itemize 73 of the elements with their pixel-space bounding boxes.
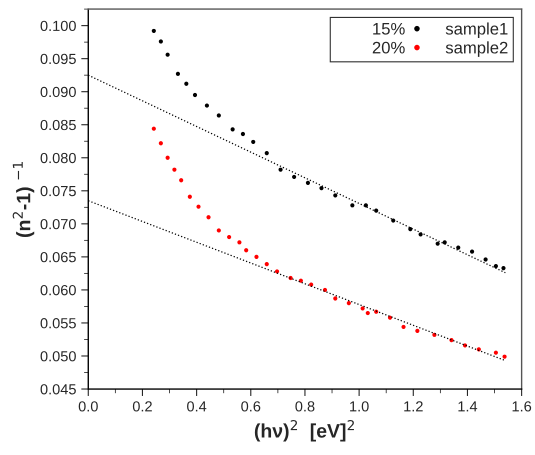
y-tick-label: 0.060 <box>40 285 76 296</box>
annotation: 15% <box>373 22 405 35</box>
point <box>292 174 296 180</box>
point <box>333 296 338 301</box>
point <box>415 328 420 333</box>
point <box>319 186 324 190</box>
point <box>240 132 246 136</box>
point <box>166 156 170 160</box>
point <box>366 310 370 316</box>
point <box>196 204 201 209</box>
y-tick-label: 0.080 <box>40 152 76 164</box>
point <box>251 140 256 144</box>
point <box>237 240 242 244</box>
legend-label: sample2 <box>446 41 508 57</box>
x-axis-title: (hν)$^{2}$ [eV]$^{2}$ <box>254 420 354 442</box>
point <box>230 127 235 132</box>
point <box>333 193 338 198</box>
y-axis-title: (n$^{2}$-1) $^{−1}$ <box>12 162 34 237</box>
point <box>158 141 163 146</box>
point <box>401 324 406 329</box>
x-tick-label: 0.0 <box>78 401 98 412</box>
x-tick-label: 1.2 <box>404 401 423 412</box>
point <box>306 180 310 185</box>
y-tick-label: 0.045 <box>40 384 76 394</box>
point <box>152 28 156 33</box>
y-tick-label: 0.075 <box>40 186 76 196</box>
point <box>360 306 365 310</box>
point <box>254 254 259 259</box>
point <box>227 234 232 240</box>
y-tick-label: 0.070 <box>40 218 76 230</box>
y-tick-label: 0.055 <box>40 318 76 328</box>
x-tick-label: 1.4 <box>458 401 478 412</box>
point <box>166 52 170 57</box>
x-tick-label: 0.2 <box>132 401 152 412</box>
point <box>278 168 283 172</box>
point <box>494 350 498 355</box>
point <box>484 257 488 262</box>
point <box>188 194 192 199</box>
y-tick-label: 0.095 <box>40 54 76 64</box>
point <box>184 82 188 86</box>
point <box>206 215 211 220</box>
point <box>350 203 354 208</box>
point <box>501 266 506 270</box>
point <box>470 250 474 254</box>
point <box>176 72 180 76</box>
point <box>179 178 184 182</box>
x-tick-label: 0.4 <box>187 401 206 412</box>
point <box>346 301 351 306</box>
point <box>494 264 498 268</box>
point <box>158 39 163 44</box>
x-tick-label: 1.6 <box>512 401 532 412</box>
legend-label: sample1 <box>446 22 508 38</box>
y-tick-label: 0.065 <box>40 252 76 262</box>
y-tick-label: 0.050 <box>40 351 76 362</box>
point <box>172 168 176 172</box>
y-tick-label: 0.085 <box>40 120 76 130</box>
point <box>264 151 269 156</box>
point <box>502 354 507 359</box>
y-tick-label: 0.100 <box>40 20 76 32</box>
point <box>204 103 209 108</box>
x-tick-label: 0.6 <box>241 401 260 412</box>
x-tick-label: 1.0 <box>350 401 369 412</box>
y-tick-label: 0.090 <box>40 86 76 98</box>
point <box>216 228 221 233</box>
x-tick-label: 0.8 <box>295 401 314 412</box>
point <box>216 113 221 118</box>
annotation: 20% <box>372 42 405 54</box>
point <box>192 92 198 98</box>
point <box>456 246 460 250</box>
point <box>436 242 440 246</box>
point <box>244 248 248 252</box>
point <box>152 126 156 131</box>
point <box>264 262 269 266</box>
